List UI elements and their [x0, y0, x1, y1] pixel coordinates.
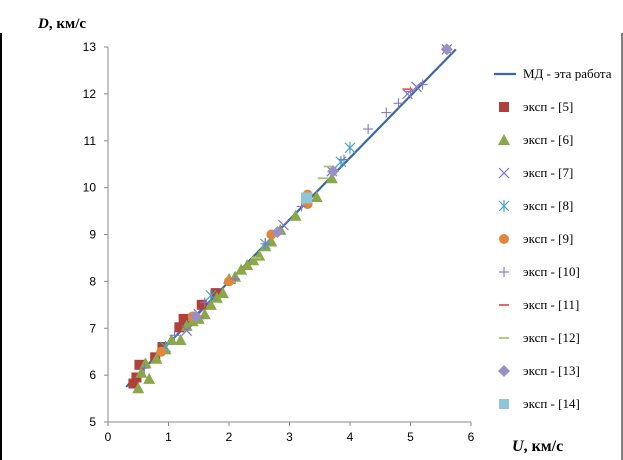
- legend-label: эксп - [14]: [523, 396, 580, 411]
- data-point: [199, 297, 210, 308]
- data-point: [174, 333, 187, 345]
- data-point: [135, 366, 148, 378]
- data-point: [338, 154, 349, 165]
- data-point: [300, 192, 312, 204]
- y-tick-label: 10: [83, 181, 97, 195]
- data-point: [344, 141, 356, 154]
- data-point: [150, 352, 163, 364]
- data-point: [204, 298, 217, 310]
- data-point: [310, 191, 323, 202]
- legend-marker: [498, 167, 510, 179]
- data-point: [169, 330, 180, 341]
- data-point: [241, 258, 254, 270]
- legend-label: эксп - [9]: [523, 231, 573, 246]
- data-point: [210, 291, 223, 303]
- data-point: [189, 310, 202, 323]
- data-point: [440, 43, 453, 56]
- y-tick-label: 7: [89, 321, 96, 335]
- legend-label: эксп - [11]: [523, 297, 579, 312]
- legend-marker: [498, 200, 510, 212]
- data-point: [210, 288, 221, 299]
- data-point: [417, 79, 428, 90]
- y-tick-label: 11: [84, 134, 97, 148]
- data-point: [174, 322, 185, 333]
- data-point: [132, 382, 145, 394]
- data-point: [289, 209, 302, 221]
- data-point: [165, 333, 178, 345]
- legend-label: МД - эта работа: [523, 66, 612, 81]
- data-points: [128, 43, 453, 394]
- y-tick-label: 5: [89, 415, 96, 429]
- y-tick-label: 9: [89, 228, 96, 242]
- data-point: [278, 219, 289, 231]
- data-point: [181, 325, 193, 337]
- data-point: [134, 359, 145, 370]
- legend-marker: [499, 267, 509, 277]
- data-point: [139, 363, 150, 374]
- data-point: [216, 287, 229, 299]
- data-point: [143, 372, 156, 384]
- legend-marker: [499, 234, 509, 244]
- legend-label: эксп - [12]: [523, 330, 580, 345]
- legend-label: эксп - [10]: [523, 264, 580, 279]
- data-point: [405, 86, 416, 97]
- data-point: [411, 81, 422, 93]
- data-point: [139, 357, 152, 369]
- data-point: [178, 313, 189, 324]
- data-point: [230, 274, 241, 285]
- y-axis-title: D, км/с: [37, 16, 86, 32]
- data-point: [156, 346, 167, 357]
- legend-label: эксп - [13]: [523, 363, 580, 378]
- x-tick-label: 4: [347, 430, 354, 444]
- x-tick-label: 3: [286, 430, 293, 444]
- legend-label: эксп - [6]: [523, 132, 573, 147]
- legend-marker: [498, 134, 510, 145]
- data-point: [224, 276, 234, 287]
- legend: МД - эта работа эксп - [5] эксп - [6] эксп …: [494, 66, 612, 411]
- x-axis-title: U, км/с: [512, 438, 563, 455]
- x-tick-label: 1: [165, 430, 172, 444]
- data-point: [325, 172, 338, 184]
- data-point: [260, 238, 271, 249]
- legend-marker: [499, 102, 509, 112]
- data-point: [128, 378, 139, 389]
- legend-label: эксп - [7]: [523, 165, 573, 180]
- data-point: [235, 263, 248, 275]
- plot-axes: [104, 46, 472, 426]
- x-tick-label: 2: [226, 430, 233, 444]
- y-tick-label: 13: [83, 40, 97, 54]
- x-tick-label: 6: [468, 430, 475, 444]
- data-point: [196, 299, 207, 310]
- data-point: [205, 289, 217, 302]
- x-tick-label: 5: [407, 430, 414, 444]
- data-point: [393, 98, 404, 109]
- legend-marker: [498, 365, 510, 377]
- y-tick-label: 12: [83, 87, 97, 101]
- data-point: [247, 254, 260, 266]
- legend-label: эксп - [5]: [523, 99, 573, 114]
- data-point: [381, 107, 392, 118]
- legend-label: эксп - [8]: [523, 198, 573, 213]
- x-tick-label: 0: [105, 430, 112, 444]
- legend-marker: [499, 399, 509, 409]
- y-tick-label: 6: [89, 368, 96, 382]
- data-point: [327, 165, 340, 178]
- data-point: [363, 124, 374, 135]
- y-tick-label: 8: [89, 274, 96, 288]
- data-point: [271, 226, 284, 239]
